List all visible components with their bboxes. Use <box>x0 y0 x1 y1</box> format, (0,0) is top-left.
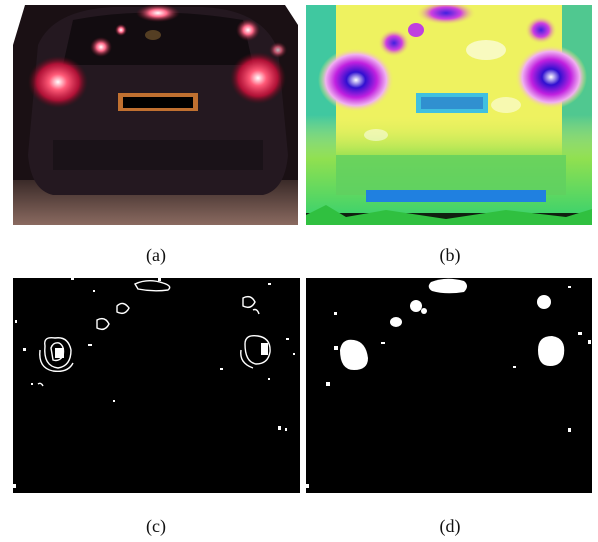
panel-b-false-color-map <box>306 5 592 225</box>
panel-c-edge-mask <box>13 278 300 493</box>
panel-d-blob-mask <box>306 278 592 493</box>
false-color-image <box>306 5 592 225</box>
caption-d: (d) <box>439 516 461 536</box>
car-rear-photo <box>13 5 298 225</box>
panel-a-original-image <box>13 5 298 225</box>
blob-mask-image <box>306 278 591 488</box>
caption-a: (a) <box>146 245 166 265</box>
edge-mask-image <box>13 278 295 488</box>
caption-c: (c) <box>146 516 166 536</box>
caption-b: (b) <box>439 245 461 265</box>
